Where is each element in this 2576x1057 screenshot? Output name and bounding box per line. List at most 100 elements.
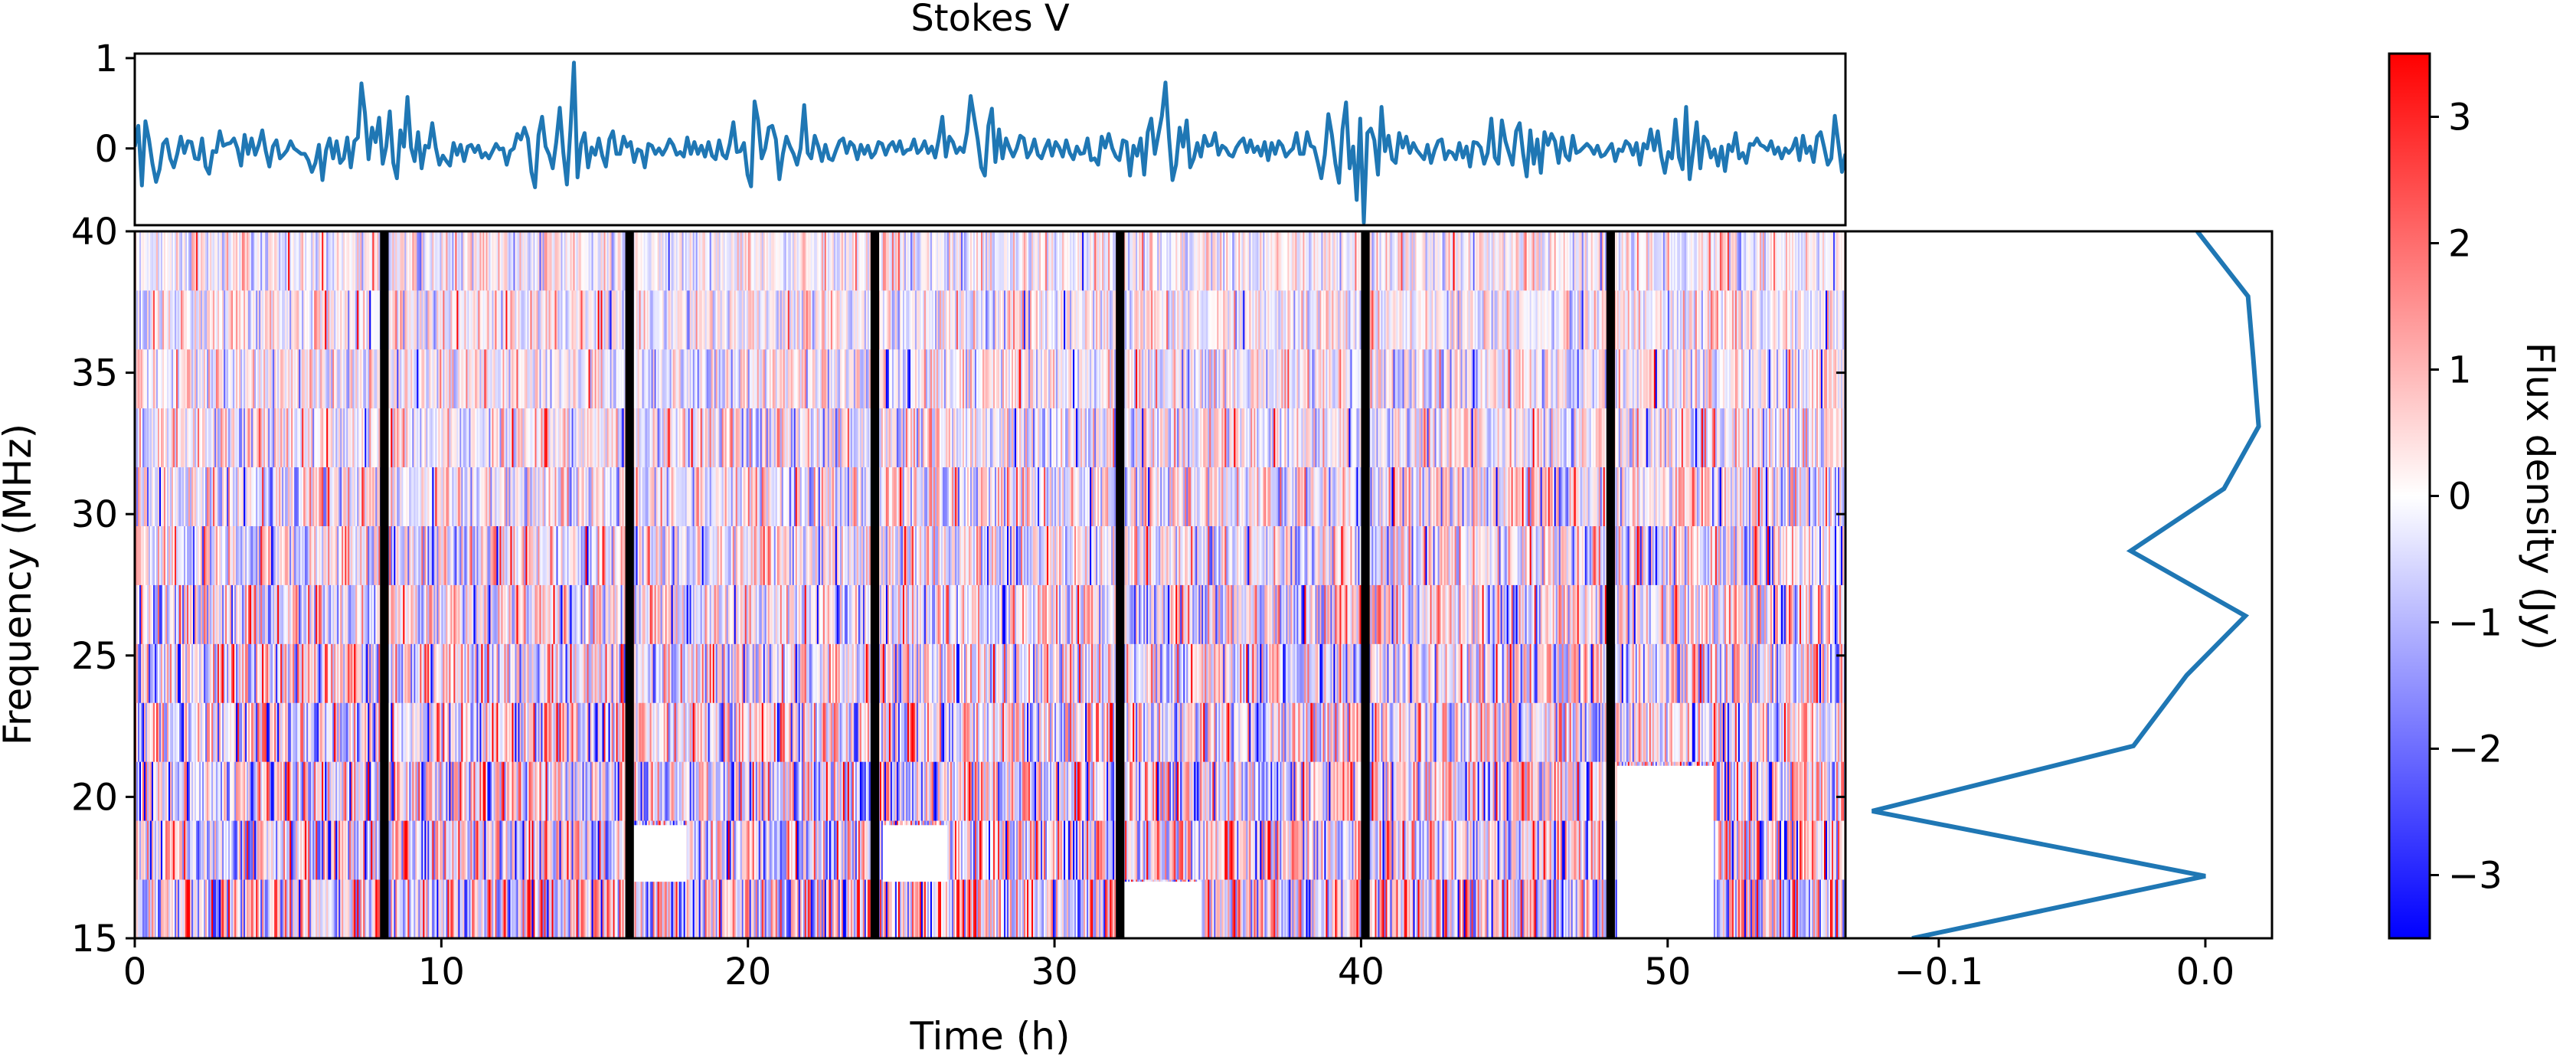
heatmap-cell bbox=[1307, 702, 1309, 762]
heatmap-cell bbox=[815, 702, 818, 762]
heatmap-cell bbox=[499, 879, 502, 938]
heatmap-cell bbox=[360, 761, 362, 821]
heatmap-cell bbox=[1473, 761, 1475, 821]
heatmap-cell bbox=[1131, 820, 1133, 880]
heatmap-cell bbox=[927, 761, 930, 821]
heatmap-cell bbox=[147, 761, 149, 821]
heatmap-cell bbox=[1303, 761, 1305, 821]
heatmap-cell bbox=[708, 820, 711, 880]
heatmap-cell bbox=[573, 879, 575, 938]
heatmap-cell bbox=[1751, 702, 1754, 762]
heatmap-cell bbox=[1456, 761, 1458, 821]
heatmap-cell bbox=[1045, 879, 1048, 938]
heatmap-cell bbox=[780, 761, 783, 821]
heatmap-cell bbox=[838, 702, 841, 762]
heatmap-cell bbox=[1336, 761, 1339, 821]
heatmap-cell bbox=[1128, 761, 1130, 821]
heatmap-cell bbox=[1100, 820, 1103, 880]
heatmap-cell bbox=[1205, 761, 1207, 821]
heatmap-cell bbox=[1715, 879, 1718, 938]
heatmap-cell bbox=[1273, 702, 1276, 762]
heatmap-cell bbox=[482, 702, 485, 762]
heatmap-cell bbox=[1145, 820, 1147, 880]
heatmap-cell bbox=[1407, 820, 1409, 880]
heatmap-cell bbox=[925, 643, 928, 703]
heatmap-cell bbox=[340, 702, 342, 762]
heatmap-cell bbox=[752, 879, 755, 938]
heatmap-cell bbox=[406, 643, 408, 703]
heatmap-cell bbox=[1345, 761, 1348, 821]
heatmap-cell bbox=[319, 702, 321, 762]
heatmap-cell bbox=[217, 643, 220, 703]
heatmap-cell bbox=[1839, 820, 1842, 880]
heatmap-cell bbox=[1234, 820, 1236, 880]
heatmap-cell bbox=[845, 820, 848, 880]
heatmap-cell bbox=[993, 820, 995, 880]
heatmap-cell bbox=[769, 643, 772, 703]
heatmap-cell bbox=[1312, 702, 1314, 762]
heatmap-cell bbox=[1532, 761, 1535, 821]
heatmap-cell bbox=[1103, 820, 1106, 880]
heatmap-cell bbox=[1690, 702, 1693, 762]
heatmap-cell bbox=[363, 702, 365, 762]
heatmap-cell bbox=[833, 820, 836, 880]
heatmap-cell bbox=[1110, 702, 1112, 762]
heatmap-cell bbox=[1416, 702, 1418, 762]
heatmap-cell bbox=[489, 702, 491, 762]
heatmap-cell bbox=[780, 820, 783, 880]
heatmap-cell bbox=[1721, 820, 1724, 880]
heatmap-cell bbox=[1099, 761, 1101, 821]
heatmap-cell bbox=[237, 879, 240, 938]
heatmap-cell bbox=[521, 820, 523, 880]
heatmap-cell bbox=[587, 702, 589, 762]
heatmap-cell bbox=[1754, 879, 1757, 938]
heatmap-cell bbox=[580, 820, 583, 880]
heatmap-cell bbox=[1048, 702, 1051, 762]
heatmap-cell bbox=[1836, 879, 1839, 938]
heatmap-cell bbox=[372, 761, 374, 821]
heatmap-cell bbox=[790, 761, 793, 821]
heatmap-cell bbox=[737, 702, 740, 762]
heatmap-cell bbox=[1672, 702, 1675, 762]
heatmap-cell bbox=[300, 761, 302, 821]
heatmap-cell bbox=[300, 820, 302, 880]
heatmap-cell bbox=[485, 702, 488, 762]
heatmap-cell bbox=[1485, 761, 1487, 821]
heatmap-cell bbox=[173, 879, 175, 938]
heatmap-cell bbox=[646, 761, 649, 821]
heatmap-cell bbox=[853, 643, 856, 703]
heatmap-cell bbox=[651, 879, 653, 938]
heatmap-cell bbox=[780, 879, 783, 938]
heatmap-cell bbox=[1031, 761, 1034, 821]
heatmap-cell bbox=[1212, 702, 1214, 762]
heatmap-cell bbox=[407, 761, 410, 821]
heatmap-cell bbox=[606, 820, 609, 880]
heatmap-cell bbox=[1734, 761, 1737, 821]
heatmap-cell bbox=[507, 761, 509, 821]
heatmap-cell bbox=[1269, 820, 1271, 880]
heatmap-cell bbox=[809, 820, 812, 880]
heatmap-cell bbox=[677, 702, 679, 762]
heatmap-cell bbox=[1188, 820, 1190, 880]
heatmap-cell bbox=[343, 643, 345, 703]
heatmap-cell bbox=[977, 702, 980, 762]
heatmap-cell bbox=[368, 702, 370, 762]
heatmap-cell bbox=[400, 820, 402, 880]
heatmap-cell bbox=[1750, 820, 1753, 880]
heatmap-cell bbox=[342, 879, 344, 938]
heatmap-cell bbox=[677, 761, 679, 821]
heatmap-cell bbox=[1445, 879, 1447, 938]
heatmap-cell bbox=[1760, 702, 1764, 762]
heatmap-cell bbox=[1324, 761, 1326, 821]
heatmap-cell bbox=[1148, 702, 1150, 762]
heatmap-cell bbox=[487, 702, 489, 762]
heatmap-cell bbox=[1448, 702, 1450, 762]
heatmap-cell bbox=[996, 761, 999, 821]
heatmap-cell bbox=[1404, 761, 1406, 821]
heatmap-cell bbox=[1551, 879, 1554, 938]
heatmap-cell bbox=[600, 702, 603, 762]
heatmap-cell bbox=[317, 820, 319, 880]
heatmap-cell bbox=[1655, 702, 1658, 762]
heatmap-cell bbox=[1035, 702, 1037, 762]
heatmap-cell bbox=[1597, 702, 1600, 762]
